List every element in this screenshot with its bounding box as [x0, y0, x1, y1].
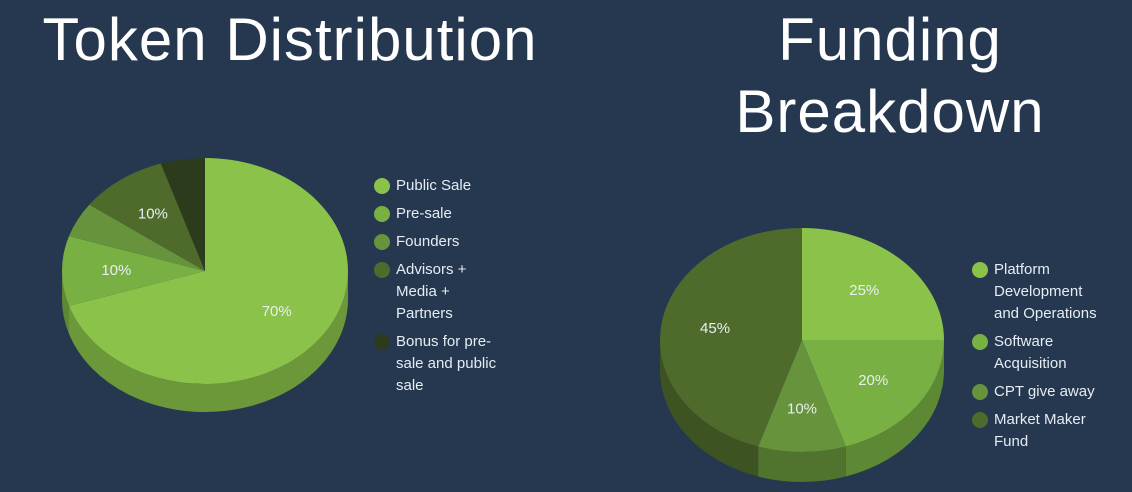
pie-slice [89, 163, 205, 271]
data-label: 70% [262, 303, 292, 320]
pie-slice [802, 228, 944, 340]
legend-label: Pre-sale [396, 205, 452, 222]
chart-title: Funding Breakdown [735, 6, 1045, 145]
legend-item: CPT give away [972, 381, 1100, 403]
data-label: 45% [700, 320, 730, 337]
pie-slice [659, 228, 802, 447]
legend-item: Public Sale [374, 175, 502, 197]
legend-swatch [374, 262, 390, 278]
legend-swatch [972, 412, 988, 428]
pie-slice-side [660, 340, 759, 477]
legend-swatch [972, 384, 988, 400]
legend-item: Software Acquisition [972, 331, 1100, 375]
legend-swatch [972, 334, 988, 350]
data-label: 10% [138, 205, 168, 222]
legend-swatch [374, 334, 390, 350]
legend-label: Advisors + Media + Partners [396, 261, 467, 322]
legend-label: Market Maker Fund [994, 411, 1086, 450]
pie-slice-side [68, 271, 349, 412]
legend-swatch [972, 262, 988, 278]
legend-swatch [374, 178, 390, 194]
pie-slice [758, 340, 846, 453]
legend-swatch [374, 206, 390, 222]
legend-swatch [374, 234, 390, 250]
chart-title: Token Distribution [42, 6, 538, 73]
legend-label: CPT give away [994, 383, 1095, 400]
legend-item: Founders [374, 231, 502, 253]
legend-label: Bonus for pre-sale and public sale [396, 333, 497, 394]
legend: Public Sale Pre-sale Founders Advisors + Me… [374, 175, 502, 403]
pie-slice [802, 340, 944, 447]
pie-slice [62, 236, 205, 306]
legend-label: Platform Development and Operations [994, 261, 1097, 322]
legend: Platform Development and Operations Softw… [972, 259, 1100, 459]
data-label: 25% [849, 282, 879, 299]
legend-label: Public Sale [396, 177, 472, 194]
data-label: 20% [858, 372, 888, 389]
pie-slice [68, 158, 349, 384]
pie-slice [68, 204, 205, 271]
data-label: 10% [787, 400, 817, 417]
legend-label: Software Acquisition [994, 333, 1067, 372]
pie-slice [160, 158, 205, 271]
pie-slice-side [845, 340, 944, 477]
legend-item: Bonus for pre-sale and public sale [374, 331, 502, 397]
pie-slice-side [62, 271, 69, 334]
legend-label: Founders [396, 233, 460, 250]
pie-slice-side [758, 446, 846, 482]
legend-item: Advisors + Media + Partners [374, 259, 502, 325]
legend-item: Market Maker Fund [972, 409, 1100, 453]
legend-item: Platform Development and Operations [972, 259, 1100, 325]
legend-item: Pre-sale [374, 203, 502, 225]
data-label: 10% [101, 262, 131, 279]
